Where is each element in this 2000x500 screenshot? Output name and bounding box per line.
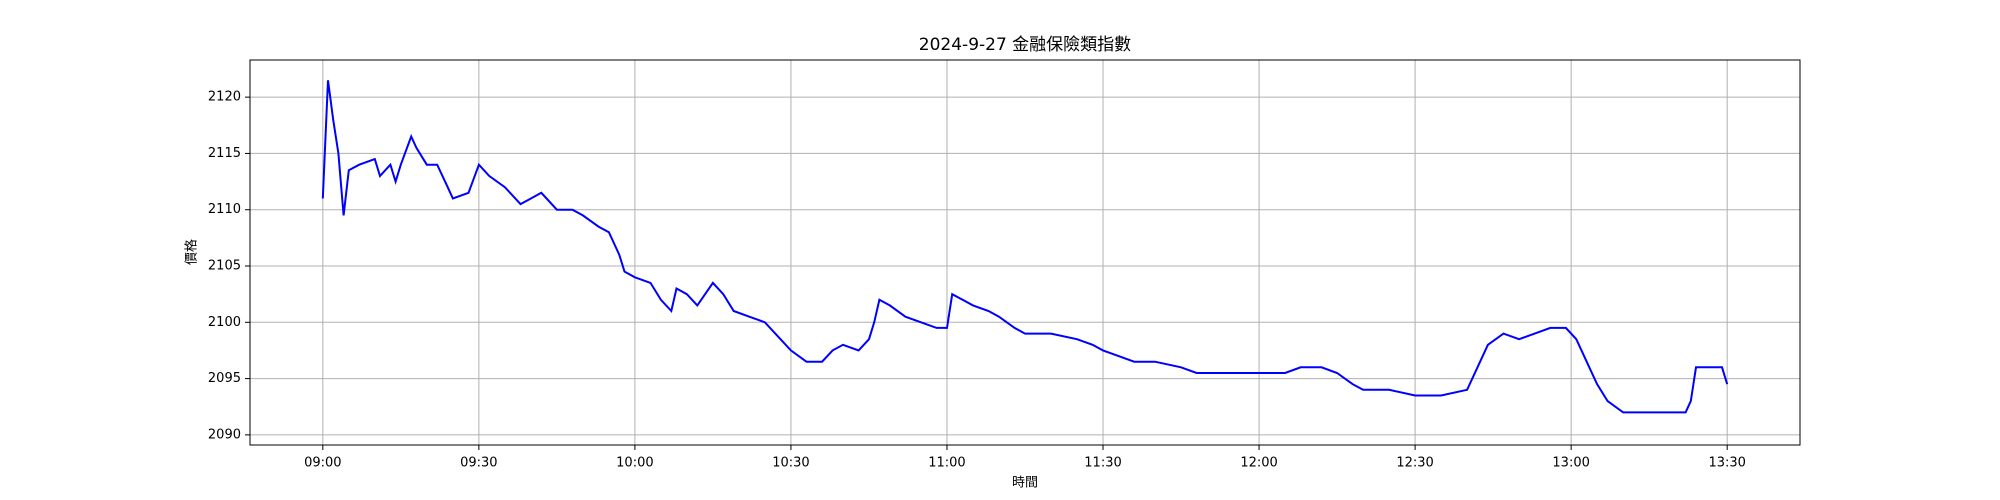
- x-tick-label: 11:30: [1084, 456, 1121, 471]
- x-tick-label: 13:00: [1552, 456, 1589, 471]
- x-tick-label: 09:30: [460, 456, 497, 471]
- y-tick-label: 2095: [208, 371, 241, 386]
- y-tick-label: 2115: [208, 146, 241, 161]
- y-tick-label: 2120: [208, 90, 241, 105]
- x-axis-label: 時間: [1012, 476, 1038, 491]
- x-tick-label: 13:30: [1708, 456, 1745, 471]
- y-tick-label: 2100: [208, 315, 241, 330]
- x-tick-label: 10:00: [616, 456, 653, 471]
- y-tick-label: 2090: [208, 427, 241, 442]
- x-tick-label: 11:00: [928, 456, 965, 471]
- x-tick-label: 10:30: [772, 456, 809, 471]
- x-tick-label: 12:00: [1240, 456, 1277, 471]
- x-tick-label: 09:00: [304, 456, 341, 471]
- plot-frame: [249, 59, 1801, 446]
- y-tick-label: 2105: [208, 259, 241, 274]
- y-tick-label: 2110: [208, 202, 241, 217]
- data-line: [321, 80, 1729, 414]
- chart-title: 2024-9-27 金融保險類指數: [919, 35, 1131, 55]
- y-axis-label: 價格: [184, 239, 200, 265]
- x-tick-label: 12:30: [1396, 456, 1433, 471]
